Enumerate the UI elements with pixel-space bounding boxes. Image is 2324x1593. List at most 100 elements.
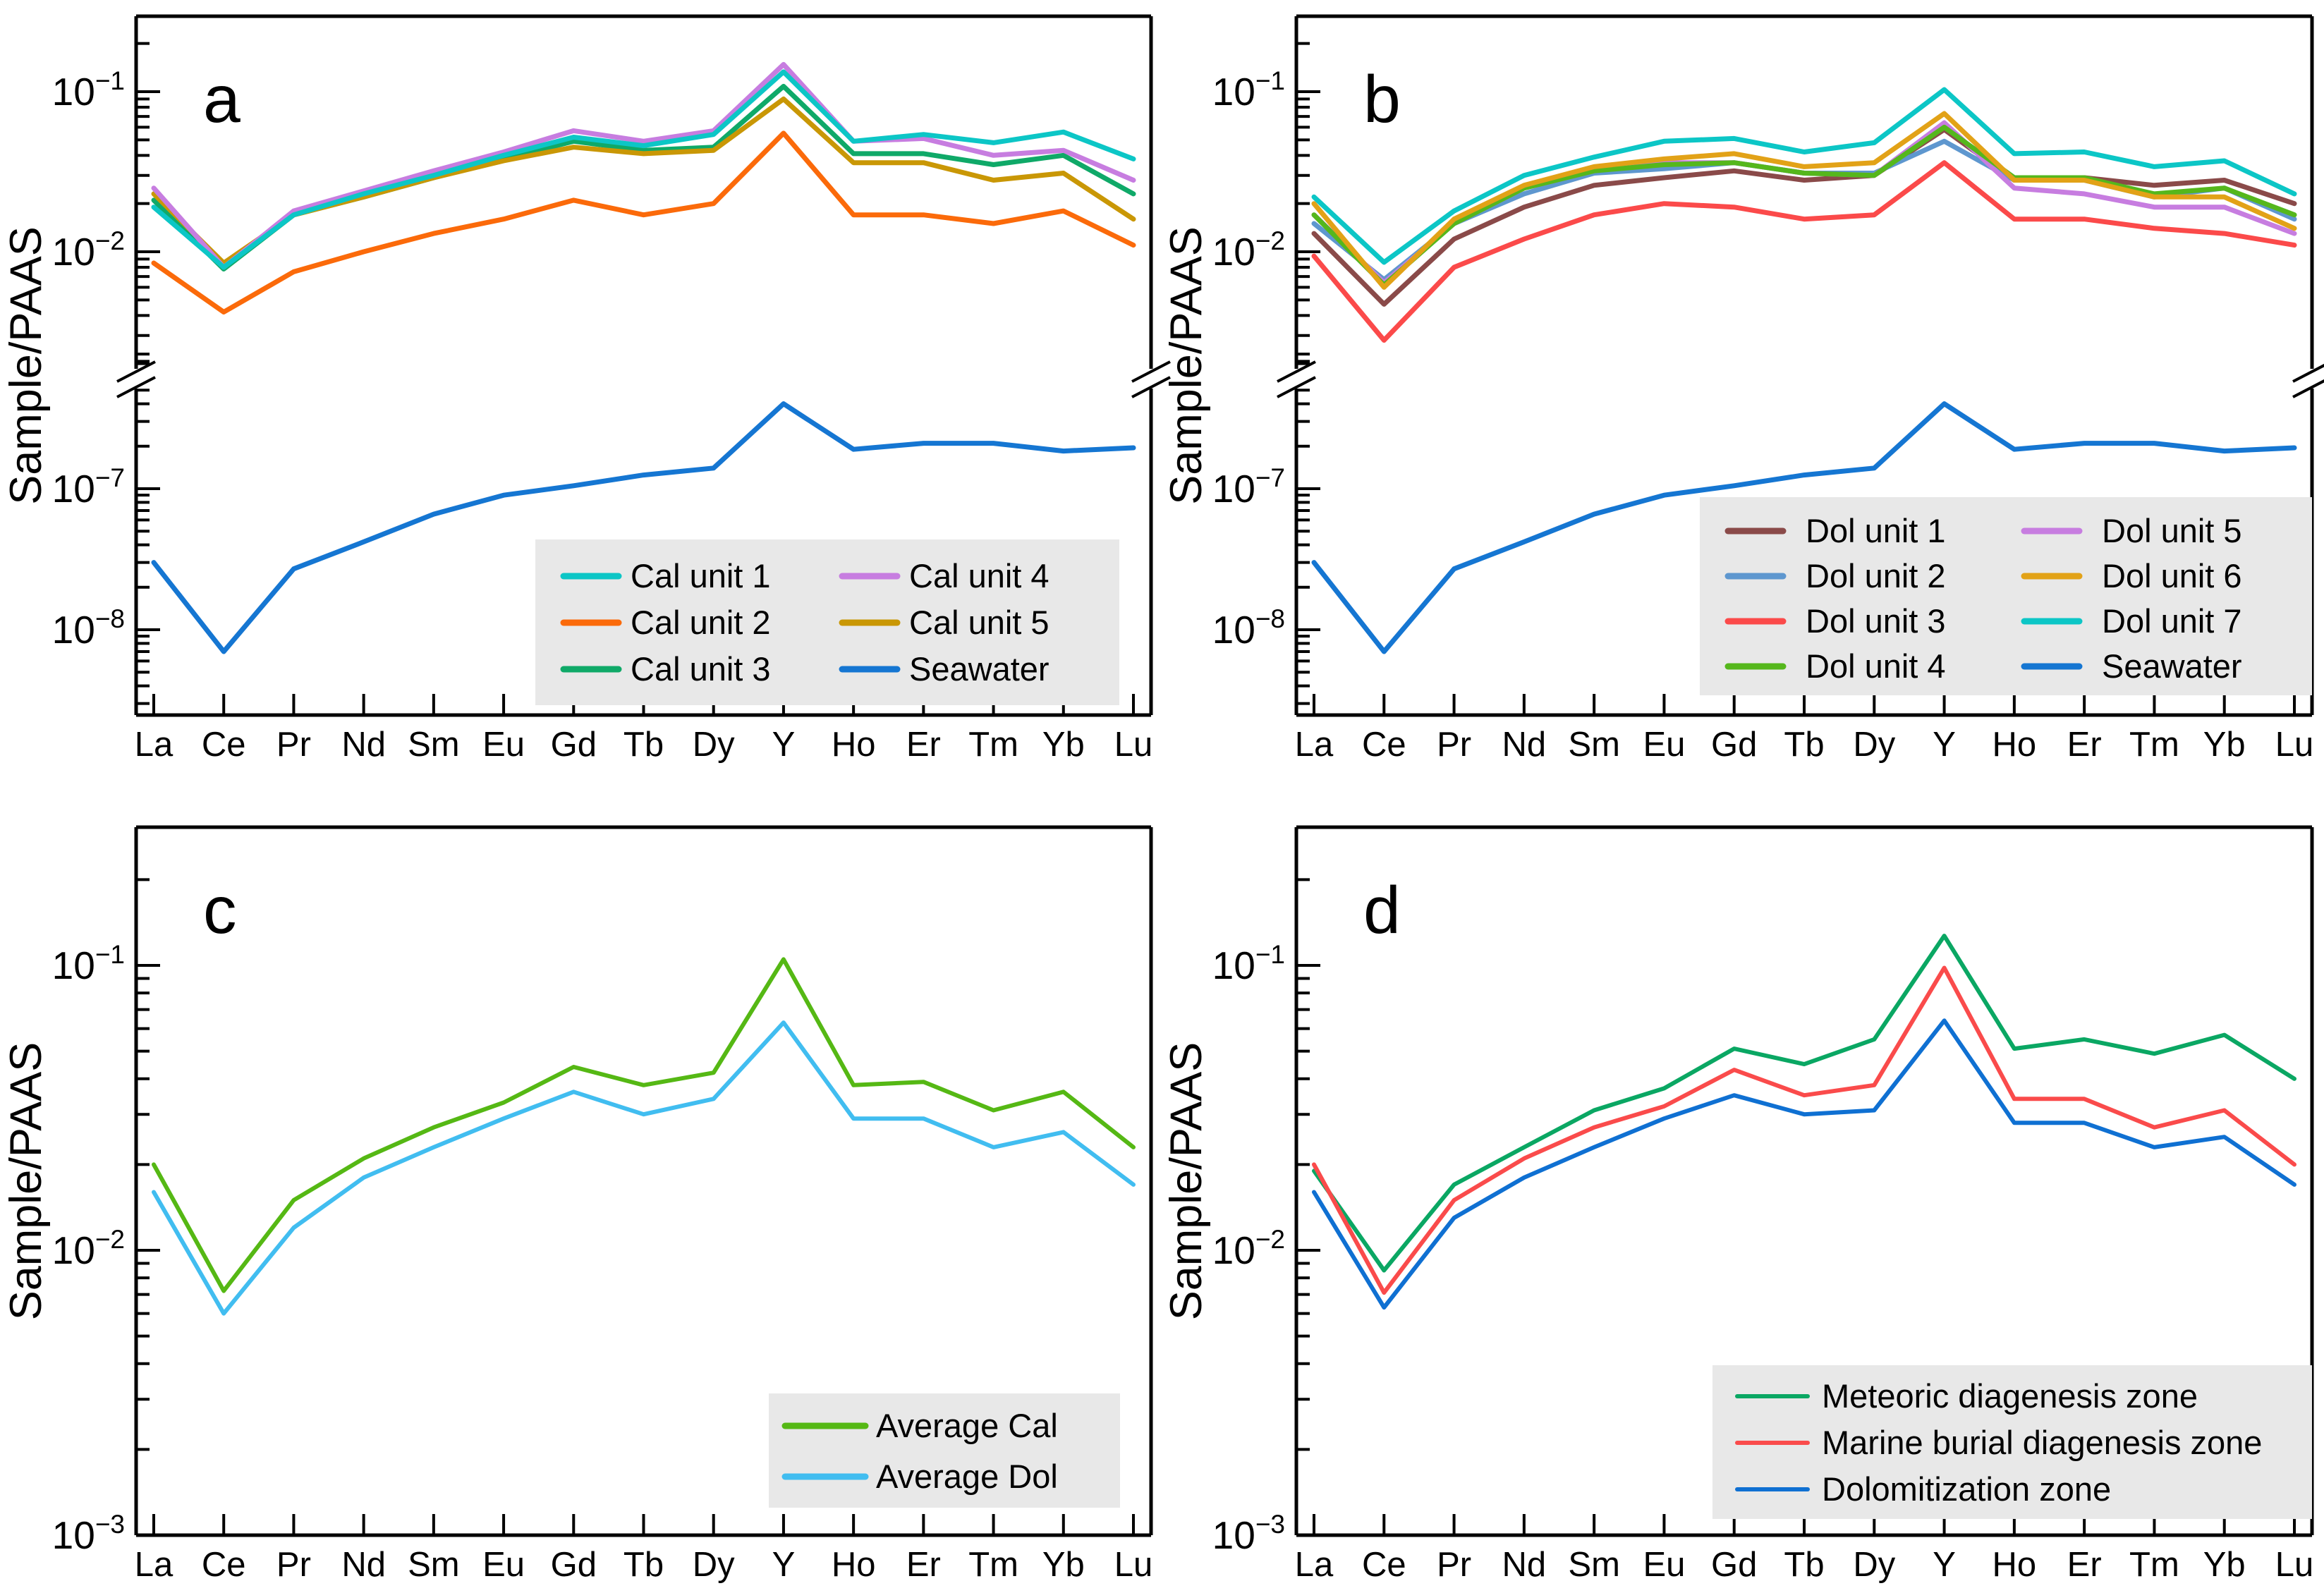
y-axis-title: Sample/PAAS bbox=[1, 226, 51, 505]
series-lines bbox=[152, 957, 1136, 1316]
series-line-dol-unit-6 bbox=[1311, 111, 2297, 290]
x-tick-label-sm: Sm bbox=[1568, 726, 1620, 764]
y-tick-label: 10−3 bbox=[52, 1510, 125, 1557]
series-line-dol-unit-3 bbox=[1311, 160, 2297, 343]
x-tick-label-dy: Dy bbox=[693, 726, 735, 764]
panel-a: 10−1 10−2 10−7 10−8 La Ce Pr Nd Sm Eu Gd Tb Dy Y Ho Er T… bbox=[1, 14, 1171, 764]
series-line-meteoric-diagenesis-zone bbox=[1312, 934, 2296, 1273]
x-tick-label-ce: Ce bbox=[202, 726, 246, 764]
x-tick-label-pr: Pr bbox=[1437, 1546, 1471, 1584]
legend-label: Cal unit 4 bbox=[909, 557, 1050, 594]
y-tick-label: 10−2 bbox=[52, 226, 125, 274]
legend-label: Seawater bbox=[2102, 647, 2242, 685]
series-line-seawater bbox=[1311, 401, 2297, 654]
y-axis-ticks: 10−1 10−2 10−7 10−8 bbox=[1212, 42, 1320, 705]
x-tick-label-tm: Tm bbox=[2129, 1546, 2179, 1584]
panel-letter-a: a bbox=[203, 62, 241, 137]
series-line-cal-unit-4 bbox=[151, 61, 1136, 270]
legend-box bbox=[769, 1393, 1120, 1508]
axis-break-slash-icon bbox=[116, 360, 156, 383]
y-axis-title: Sample/PAAS bbox=[1162, 226, 1211, 505]
legend-entry-seawater: Seawater bbox=[839, 650, 1050, 688]
x-tick-label-yb: Yb bbox=[2203, 726, 2246, 764]
x-tick-label-sm: Sm bbox=[1568, 1546, 1620, 1584]
legend-label: Meteoric diagenesis zone bbox=[1822, 1377, 2198, 1415]
legend-entry-dol-unit-1: Dol unit 1 bbox=[1724, 512, 1946, 549]
y-tick-label: 10−8 bbox=[52, 604, 125, 652]
legend-entry-average-dol: Average Dol bbox=[781, 1458, 1058, 1495]
x-tick-label-pr: Pr bbox=[276, 726, 311, 764]
series-lines bbox=[1311, 87, 2297, 654]
legend-label: Dolomitization zone bbox=[1822, 1470, 2111, 1508]
x-tick-label-gd: Gd bbox=[1711, 1546, 1757, 1584]
x-tick-label-lu: Lu bbox=[2275, 1546, 2314, 1584]
legend-entry-dol-unit-3: Dol unit 3 bbox=[1724, 602, 1946, 640]
x-tick-label-dy: Dy bbox=[1853, 1546, 1895, 1584]
series-line-dol-unit-1 bbox=[1311, 127, 2297, 307]
series-line-marine-burial-diagenesis-zone bbox=[1312, 965, 2296, 1295]
x-tick-label-nd: Nd bbox=[1502, 726, 1547, 764]
x-tick-label-la: La bbox=[1295, 726, 1334, 764]
legend-a: Cal unit 1 Cal unit 2 Cal unit 3 Cal unit 4… bbox=[535, 539, 1119, 705]
x-tick-label-gd: Gd bbox=[551, 1546, 597, 1584]
y-tick-label: 10−2 bbox=[1212, 226, 1285, 274]
y-axis-title: Sample/PAAS bbox=[1, 1042, 51, 1321]
legend-box bbox=[1700, 497, 2312, 695]
y-axis-title: Sample/PAAS bbox=[1162, 1042, 1211, 1321]
axis-break-slash-icon bbox=[1277, 376, 1316, 398]
panel-letter-d: d bbox=[1363, 873, 1401, 948]
x-axis-ticks: La Ce Pr Nd Sm Eu Gd Tb Dy Y Ho Er Tm Yb Lu bbox=[135, 1514, 1152, 1584]
panel-letter-b: b bbox=[1363, 62, 1401, 137]
y-tick-label: 10−1 bbox=[1212, 940, 1285, 987]
x-tick-label-la: La bbox=[1295, 1546, 1334, 1584]
x-tick-label-eu: Eu bbox=[482, 1546, 525, 1584]
y-tick-label: 10−8 bbox=[1212, 604, 1285, 652]
legend-label: Dol unit 2 bbox=[1806, 557, 1946, 594]
legend-label: Cal unit 5 bbox=[909, 604, 1050, 641]
x-tick-label-nd: Nd bbox=[1502, 1546, 1547, 1584]
legend-entry-average-cal: Average Cal bbox=[781, 1407, 1058, 1444]
legend-entry-cal-unit-2: Cal unit 2 bbox=[560, 604, 771, 641]
axis-break-slash-icon bbox=[1131, 376, 1171, 398]
y-tick-label: 10−1 bbox=[1212, 66, 1285, 114]
legend-entry-cal-unit-4: Cal unit 4 bbox=[839, 557, 1050, 594]
x-axis-ticks: La Ce Pr Nd Sm Eu Gd Tb Dy Y Ho Er Tm Yb Lu bbox=[1295, 1514, 2314, 1584]
legend-entry-cal-unit-1: Cal unit 1 bbox=[560, 557, 771, 594]
x-tick-label-y: Y bbox=[1933, 1546, 1956, 1584]
series-line-average-dol bbox=[152, 1020, 1136, 1316]
x-tick-label-eu: Eu bbox=[1643, 1546, 1685, 1584]
series-line-dol-unit-2 bbox=[1311, 138, 2297, 282]
legend-label: Dol unit 5 bbox=[2102, 512, 2242, 549]
x-tick-label-pr: Pr bbox=[1437, 726, 1471, 764]
x-tick-label-la: La bbox=[135, 726, 174, 764]
legend-label: Cal unit 1 bbox=[631, 557, 771, 594]
x-tick-label-er: Er bbox=[2067, 1546, 2102, 1584]
legend-entry-marine-burial-diagenesis-zone: Marine burial diagenesis zone bbox=[1735, 1424, 2262, 1461]
legend-label: Cal unit 3 bbox=[631, 650, 771, 688]
x-tick-label-yb: Yb bbox=[1042, 1546, 1085, 1584]
y-axis-ticks: 10−1 10−2 10−7 10−8 bbox=[52, 42, 160, 705]
x-tick-label-eu: Eu bbox=[482, 726, 525, 764]
legend-box bbox=[535, 539, 1119, 705]
x-axis-ticks: La Ce Pr Nd Sm Eu Gd Tb Dy Y Ho Er Tm Yb Lu bbox=[1295, 694, 2314, 764]
legend-label: Seawater bbox=[909, 650, 1050, 688]
y-tick-label: 10−1 bbox=[52, 66, 125, 114]
x-tick-label-tb: Tb bbox=[1784, 726, 1824, 764]
series-line-dol-unit-7 bbox=[1311, 87, 2297, 265]
x-tick-label-yb: Yb bbox=[1042, 726, 1085, 764]
x-tick-label-eu: Eu bbox=[1643, 726, 1685, 764]
y-tick-label: 10−7 bbox=[52, 463, 125, 511]
x-tick-label-ce: Ce bbox=[202, 1546, 246, 1584]
legend-label: Average Dol bbox=[876, 1458, 1058, 1495]
x-tick-label-nd: Nd bbox=[341, 1546, 386, 1584]
y-tick-label: 10−2 bbox=[1212, 1225, 1285, 1272]
x-tick-label-lu: Lu bbox=[2275, 726, 2314, 764]
y-tick-label: 10−7 bbox=[1212, 463, 1285, 511]
axis-break-slash-icon bbox=[116, 376, 156, 398]
legend-label: Dol unit 4 bbox=[1806, 647, 1946, 685]
legend-entry-seawater: Seawater bbox=[2021, 647, 2242, 685]
legend-label: Dol unit 1 bbox=[1806, 512, 1946, 549]
series-line-dolomitization-zone bbox=[1312, 1018, 2296, 1310]
legend-entry-meteoric-diagenesis-zone: Meteoric diagenesis zone bbox=[1735, 1377, 2198, 1415]
series-lines bbox=[1312, 934, 2296, 1310]
